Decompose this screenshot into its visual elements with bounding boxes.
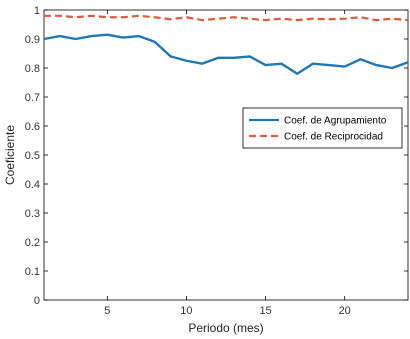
y-tick-label: 0.7 xyxy=(25,92,40,104)
x-tick-label: 10 xyxy=(180,305,192,317)
y-tick-label: 0.4 xyxy=(25,179,40,191)
x-tick-label: 5 xyxy=(104,305,110,317)
x-axis-title: Periodo (mes) xyxy=(188,321,263,335)
series-line-2 xyxy=(44,14,409,22)
y-tick-label: 0 xyxy=(34,295,40,307)
y-tick-label: 0.8 xyxy=(25,63,40,75)
plot-area: 00.10.20.30.40.50.60.70.80.915 10 15 20 xyxy=(25,5,409,317)
legend-label-2: Coef. de Reciprocidad xyxy=(284,132,383,143)
y-tick-label: 0.5 xyxy=(25,150,40,162)
legend-box xyxy=(242,107,403,149)
y-tick-label: 0.6 xyxy=(25,121,40,133)
y-tick-label: 0.9 xyxy=(25,34,40,46)
y-tick-label: 0.2 xyxy=(25,237,40,249)
series-line-1 xyxy=(43,33,409,76)
axes-frame xyxy=(43,9,409,301)
y-tick-label: 0.3 xyxy=(25,208,40,220)
legend-label-1: Coef. de Agrupamiento xyxy=(284,116,387,127)
y-tick-label: 0.1 xyxy=(25,266,40,278)
x-tick-label: 20 xyxy=(339,305,351,317)
x-tick-label: 15 xyxy=(259,305,271,317)
y-axis-title: Coeficiente xyxy=(3,125,17,185)
y-tick-label: 1 xyxy=(34,5,40,17)
legend: Coef. de Agrupamiento Coef. de Reciprocid… xyxy=(242,107,403,149)
